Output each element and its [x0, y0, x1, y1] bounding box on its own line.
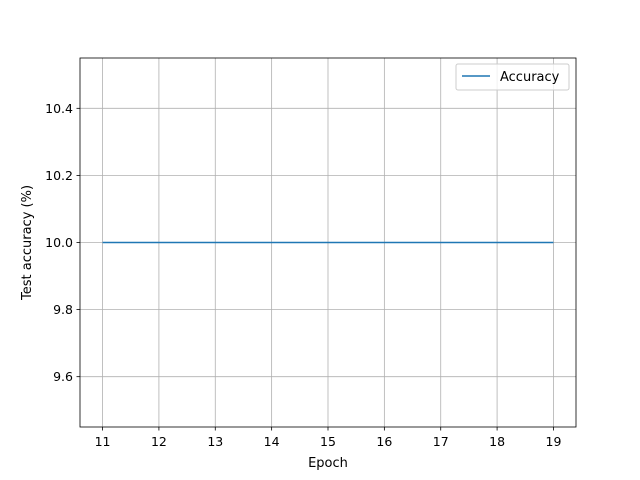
y-axis-label: Test accuracy (%): [20, 185, 35, 301]
x-tick-label: 15: [320, 434, 336, 449]
x-tick-label: 16: [376, 434, 392, 449]
x-tick-label: 18: [489, 434, 505, 449]
x-tick-label: 19: [546, 434, 562, 449]
y-tick-label: 10.0: [45, 235, 73, 250]
ticks: 11 12 13 14 15 16 17 18 19 9.6 9.8 10.0 10.2 10.4: [45, 101, 561, 449]
x-tick-label: 17: [433, 434, 449, 449]
y-tick-label: 9.8: [53, 302, 73, 317]
x-tick-label: 12: [151, 434, 167, 449]
legend: Accuracy: [455, 63, 570, 91]
y-tick-label: 10.2: [45, 168, 73, 183]
x-tick-label: 11: [95, 434, 111, 449]
legend-label-accuracy: Accuracy: [500, 70, 560, 85]
x-tick-label: 13: [207, 434, 223, 449]
legend-box: [455, 63, 570, 91]
y-tick-label: 10.4: [45, 101, 73, 116]
x-axis-label: Epoch: [308, 456, 348, 471]
x-tick-label: 14: [264, 434, 280, 449]
y-tick-label: 9.6: [53, 369, 73, 384]
